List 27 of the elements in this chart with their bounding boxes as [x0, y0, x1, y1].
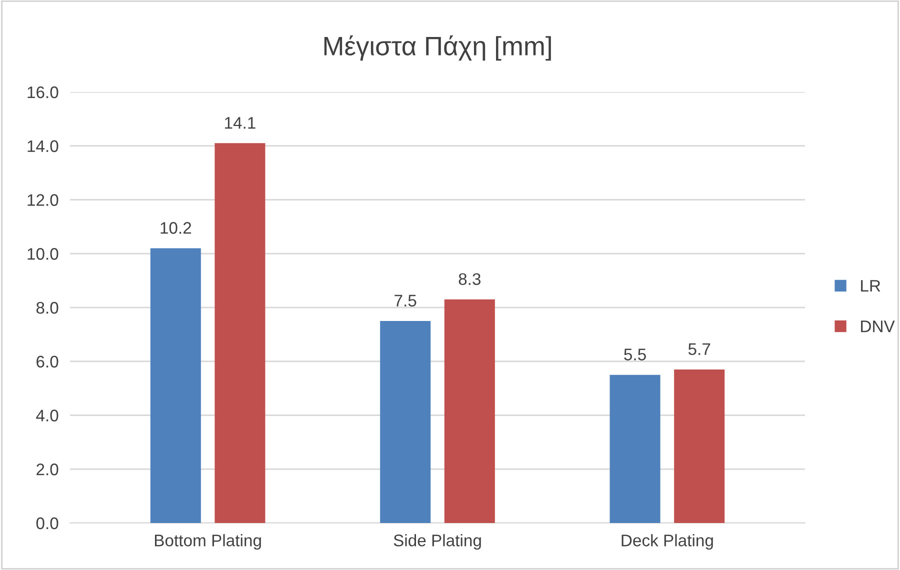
data-label: 8.3 [458, 273, 481, 286]
y-tick-label: 0.0 [36, 517, 58, 530]
y-tick-label: 8.0 [36, 302, 58, 314]
legend-label: DNV [861, 320, 895, 332]
bar [674, 369, 725, 523]
data-label: 14.1 [225, 117, 256, 129]
x-tick-label: Deck Plating [622, 534, 713, 550]
legend-label: LR [861, 280, 880, 292]
y-tick-label: 6.0 [36, 356, 58, 368]
chart-title: Μέγιστα Πάχη [mm] [324, 35, 551, 61]
y-tick-label: 4.0 [36, 410, 58, 422]
bar [444, 299, 495, 523]
x-tick-label: Bottom Plating [154, 534, 261, 550]
bar [150, 248, 201, 523]
y-tick-label: 2.0 [36, 464, 58, 476]
x-tick-label: Side Plating [394, 534, 481, 550]
data-label: 10.2 [160, 222, 192, 234]
data-label: 5.7 [688, 343, 710, 356]
y-tick-label: 16.0 [28, 86, 58, 98]
y-tick-label: 14.0 [28, 140, 58, 152]
data-label: 5.5 [624, 348, 646, 360]
y-tick-label: 12.0 [28, 194, 58, 206]
y-tick-label: 10.0 [28, 248, 58, 260]
bar [610, 374, 660, 523]
bar [214, 143, 266, 523]
data-label: 7.5 [394, 294, 416, 307]
bar [380, 320, 431, 523]
